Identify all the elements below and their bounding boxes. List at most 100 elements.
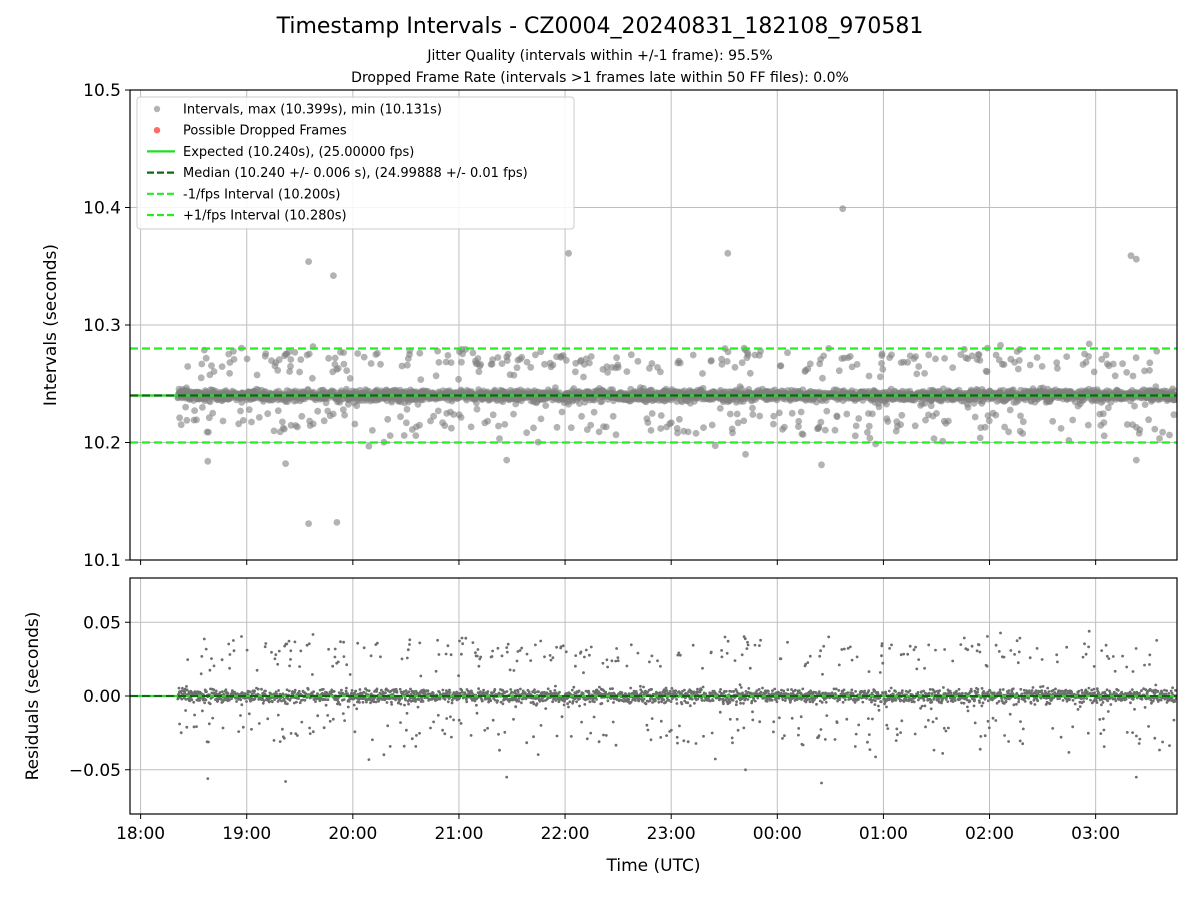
residual-point xyxy=(602,689,606,693)
residual-point xyxy=(562,703,566,707)
residual-point xyxy=(549,658,553,662)
interval-point xyxy=(199,404,206,411)
interval-point xyxy=(354,350,362,357)
residual-point xyxy=(670,687,674,690)
residual-point xyxy=(523,691,527,695)
residual-point xyxy=(508,668,512,672)
interval-point xyxy=(1069,416,1077,424)
interval-point xyxy=(922,416,929,424)
interval-point xyxy=(788,409,796,417)
interval-point xyxy=(925,351,933,359)
residual-point xyxy=(449,715,452,719)
residual-point xyxy=(220,658,224,662)
residual-point xyxy=(575,700,578,704)
residual-point xyxy=(665,734,668,737)
interval-point xyxy=(450,411,457,418)
interval-point xyxy=(340,349,347,356)
residual-point xyxy=(696,687,699,691)
residual-point xyxy=(448,691,452,694)
interval-point xyxy=(949,364,957,371)
residual-point xyxy=(178,722,182,726)
residual-point xyxy=(520,701,523,705)
residual-point xyxy=(211,716,215,720)
residual-point xyxy=(282,736,286,740)
residual-point xyxy=(300,720,304,724)
residual-point xyxy=(418,731,421,735)
interval-point xyxy=(280,425,288,433)
residual-point xyxy=(593,700,596,704)
residual-point xyxy=(185,688,189,692)
interval-point xyxy=(711,442,719,450)
interval-point xyxy=(477,361,485,368)
residual-point xyxy=(345,686,348,690)
interval-point xyxy=(716,405,724,412)
residual-point xyxy=(486,690,490,693)
residual-point xyxy=(475,711,479,715)
residual-point xyxy=(517,699,521,703)
interval-point xyxy=(707,357,715,364)
residual-point xyxy=(701,666,704,670)
residual-point xyxy=(639,684,642,688)
residual-point xyxy=(585,737,589,741)
interval-point xyxy=(494,354,502,361)
interval-point xyxy=(1159,428,1166,436)
interval-point xyxy=(1132,354,1140,362)
residual-point xyxy=(500,654,504,658)
residual-point xyxy=(390,703,394,706)
residual-point xyxy=(722,702,725,706)
residual-point xyxy=(720,649,723,652)
residual-point xyxy=(210,657,213,660)
residual-point xyxy=(667,698,671,702)
residual-point xyxy=(223,698,227,702)
residual-point xyxy=(646,690,649,694)
residual-point xyxy=(240,703,244,707)
interval-point xyxy=(441,422,449,429)
residual-point xyxy=(646,728,650,732)
residual-point xyxy=(344,689,348,693)
residual-point xyxy=(710,731,714,735)
interval-point xyxy=(330,272,337,279)
interval-point xyxy=(572,368,579,376)
interval-point xyxy=(274,407,282,415)
residual-point xyxy=(232,639,235,642)
residual-point xyxy=(664,700,668,704)
interval-point xyxy=(921,370,928,377)
residual-point xyxy=(332,690,336,693)
residual-point xyxy=(357,698,360,702)
residual-point xyxy=(183,690,187,693)
interval-point xyxy=(275,356,283,364)
interval-point xyxy=(613,354,620,362)
residual-point xyxy=(506,642,510,646)
interval-point xyxy=(657,425,665,432)
interval-point xyxy=(530,424,537,432)
residual-point xyxy=(529,659,533,662)
interval-point xyxy=(558,408,566,416)
interval-point xyxy=(817,418,825,426)
residual-point xyxy=(493,698,497,702)
residual-point xyxy=(180,697,184,701)
residual-point xyxy=(656,659,659,663)
residual-point xyxy=(184,698,188,701)
residual-point xyxy=(531,690,534,694)
residual-point xyxy=(399,721,402,724)
residual-point xyxy=(345,663,349,667)
interval-point xyxy=(866,434,874,442)
interval-point xyxy=(1166,431,1173,439)
residual-point xyxy=(510,690,514,694)
interval-point xyxy=(291,349,299,356)
interval-point xyxy=(193,416,200,424)
residual-point xyxy=(202,637,206,641)
interval-point xyxy=(183,416,191,424)
residual-point xyxy=(214,689,218,693)
residual-point xyxy=(227,698,231,702)
interval-point xyxy=(1015,357,1023,364)
residual-point xyxy=(674,689,678,693)
residual-point xyxy=(224,688,228,692)
interval-point xyxy=(447,359,455,366)
interval-point xyxy=(182,403,190,411)
residual-point xyxy=(634,699,637,702)
residual-point xyxy=(650,654,654,658)
interval-point xyxy=(1082,358,1090,366)
interval-point xyxy=(331,354,339,362)
residual-point xyxy=(521,691,525,695)
